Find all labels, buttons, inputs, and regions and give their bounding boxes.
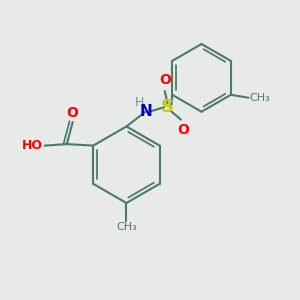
Text: O: O: [67, 106, 79, 120]
Text: HO: HO: [22, 139, 43, 152]
Text: CH₃: CH₃: [249, 93, 270, 103]
Text: O: O: [177, 124, 189, 137]
Text: O: O: [159, 73, 171, 87]
Text: H: H: [134, 96, 144, 109]
Text: S: S: [161, 98, 174, 116]
Text: N: N: [139, 104, 152, 119]
Text: CH₃: CH₃: [116, 222, 137, 232]
